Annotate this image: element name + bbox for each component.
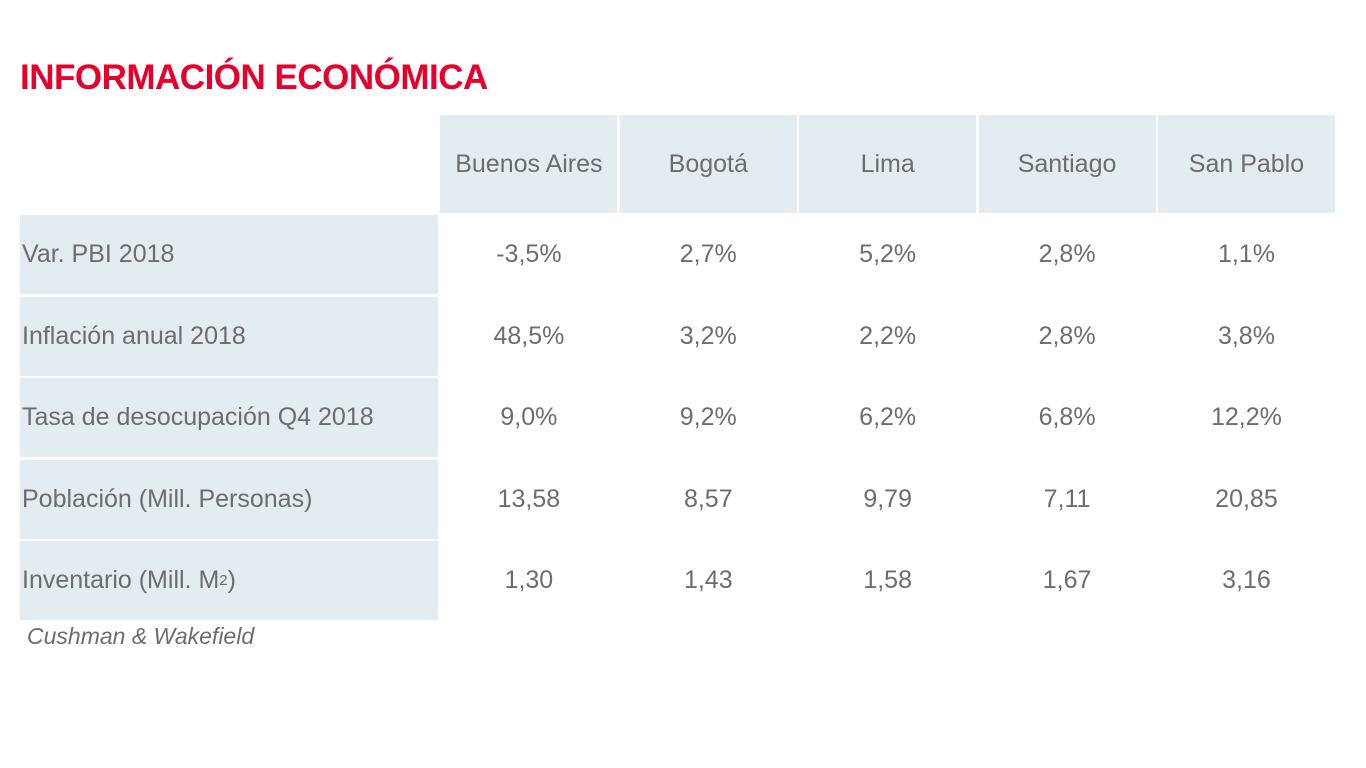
table-cell: 1,30 xyxy=(440,540,618,620)
table-cell: 48,5% xyxy=(440,296,618,376)
table-cell: 1,43 xyxy=(619,540,797,620)
table-cell: 7,11 xyxy=(978,459,1156,539)
row-label: Población (Mill. Personas) xyxy=(20,459,438,539)
table-cell: 2,8% xyxy=(978,296,1156,376)
table-cell: 3,16 xyxy=(1157,540,1335,620)
table-cell: 5,2% xyxy=(799,215,977,295)
row-label: Var. PBI 2018 xyxy=(20,215,438,295)
table-cell: 2,8% xyxy=(978,215,1156,295)
row-label: Tasa de desocupación Q4 2018 xyxy=(20,378,438,458)
economic-data-table: Buenos Aires Bogotá Lima Santiago San Pa… xyxy=(20,115,1335,620)
source-note: Cushman & Wakefield xyxy=(27,623,255,649)
table-cell: 2,2% xyxy=(799,296,977,376)
table-cell: 9,0% xyxy=(440,378,618,458)
row-label: Inventario (Mill. M 2) xyxy=(20,540,438,620)
column-header: Santiago xyxy=(978,115,1156,213)
table-cell: 2,7% xyxy=(619,215,797,295)
page-title: INFORMACIÓN ECONÓMICA xyxy=(20,58,488,97)
table-cell: 12,2% xyxy=(1157,378,1335,458)
table-cell: 6,8% xyxy=(978,378,1156,458)
column-header: Buenos Aires xyxy=(440,115,618,213)
table-cell: 8,57 xyxy=(619,459,797,539)
column-header: Lima xyxy=(799,115,977,213)
table-cell: 9,2% xyxy=(619,378,797,458)
table-cell: 6,2% xyxy=(799,378,977,458)
column-header: Bogotá xyxy=(619,115,797,213)
table-cell: 1,67 xyxy=(978,540,1156,620)
table-cell: 3,2% xyxy=(619,296,797,376)
row-label: Inflación anual 2018 xyxy=(20,296,438,376)
row-label-text: Inventario (Mill. M xyxy=(22,565,220,594)
row-label-suffix: ) xyxy=(227,565,236,594)
table-cell: -3,5% xyxy=(440,215,618,295)
table-cell: 13,58 xyxy=(440,459,618,539)
table-cell: 9,79 xyxy=(799,459,977,539)
table-corner xyxy=(20,115,438,213)
table-cell: 3,8% xyxy=(1157,296,1335,376)
table-cell: 1,58 xyxy=(799,540,977,620)
column-header: San Pablo xyxy=(1157,115,1335,213)
row-label-superscript: 2 xyxy=(219,571,228,589)
table-cell: 20,85 xyxy=(1157,459,1335,539)
table-cell: 1,1% xyxy=(1157,215,1335,295)
